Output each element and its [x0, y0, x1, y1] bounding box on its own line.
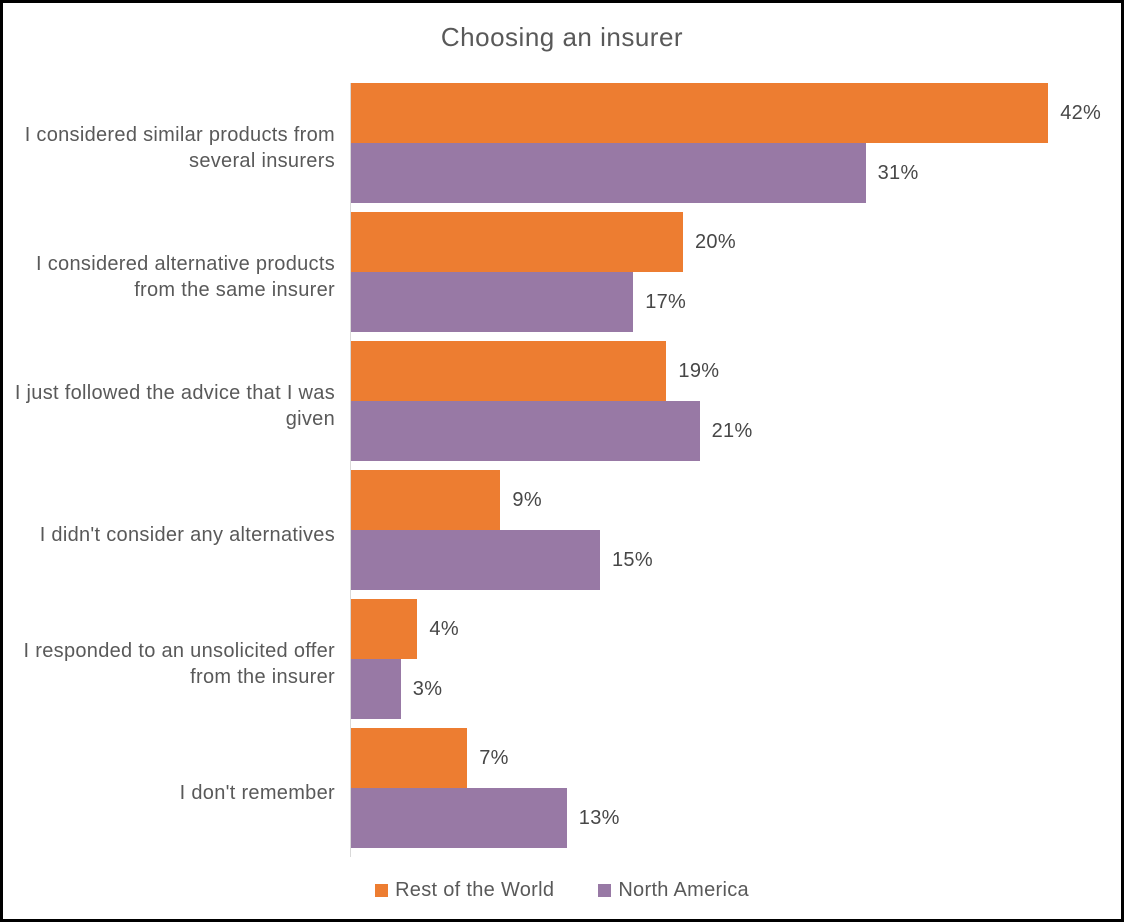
plot-area: I considered similar products from sever…: [3, 83, 1121, 857]
value-label: 21%: [711, 419, 753, 442]
bar-line: 20%: [351, 212, 1121, 272]
bar-line: 7%: [351, 728, 1121, 788]
bar-rest-of-the-world: [351, 341, 667, 401]
bar-line: 4%: [351, 599, 1121, 659]
bar-rest-of-the-world: [351, 728, 468, 788]
bar-north-america: [351, 143, 866, 203]
bar-rest-of-the-world: [351, 212, 683, 272]
value-label: 42%: [1060, 101, 1102, 124]
value-label: 13%: [578, 806, 620, 829]
bar-line: 42%: [351, 83, 1121, 143]
bar-line: 15%: [351, 530, 1121, 590]
bar-north-america: [351, 401, 700, 461]
bar-line: 19%: [351, 341, 1121, 401]
bar-line: 9%: [351, 470, 1121, 530]
value-label: 19%: [678, 359, 720, 382]
legend-label: Rest of the World: [395, 879, 555, 901]
value-label: 4%: [429, 617, 459, 640]
legend-swatch-icon: [375, 884, 389, 897]
chart-row: I considered alternative products from t…: [3, 212, 1121, 341]
bar-line: 31%: [351, 143, 1121, 203]
category-bars-group: 19% 21%: [350, 341, 1121, 470]
bar-north-america: [351, 788, 567, 848]
bar-north-america: [351, 659, 401, 719]
category-label: I responded to an unsolicited offer from…: [23, 639, 335, 688]
value-label: 9%: [512, 488, 542, 511]
legend-item-rest-of-the-world: Rest of the World: [375, 879, 554, 902]
bar-north-america: [351, 530, 600, 590]
value-label: 7%: [479, 746, 509, 769]
chart-row: I just followed the advice that I was gi…: [3, 341, 1121, 470]
value-label: 17%: [645, 290, 687, 313]
bar-line: 21%: [351, 401, 1121, 461]
chart-row: I don't remember 7% 13%: [3, 728, 1121, 857]
bar-line: 13%: [351, 788, 1121, 848]
legend-label: North America: [618, 879, 749, 901]
category-label: I considered alternative products from t…: [36, 252, 335, 301]
bar-rest-of-the-world: [351, 599, 418, 659]
category-label: I just followed the advice that I was gi…: [14, 381, 335, 430]
category-label: I considered similar products from sever…: [24, 123, 335, 172]
bar-line: 17%: [351, 272, 1121, 332]
bar-line: 3%: [351, 659, 1121, 719]
chart-row: I responded to an unsolicited offer from…: [3, 599, 1121, 728]
legend-swatch-icon: [598, 884, 612, 897]
category-bars-group: 20% 17%: [350, 212, 1121, 341]
category-bars-group: 9% 15%: [350, 470, 1121, 599]
value-label: 3%: [412, 677, 443, 700]
legend: Rest of the World North America: [3, 879, 1121, 902]
category-bars-group: 42% 31%: [350, 83, 1121, 212]
chart-title: Choosing an insurer: [440, 22, 684, 52]
bar-rest-of-the-world: [351, 83, 1049, 143]
value-label: 31%: [877, 161, 919, 184]
bar-north-america: [351, 272, 634, 332]
value-label: 20%: [695, 230, 736, 253]
bar-rest-of-the-world: [351, 470, 501, 530]
category-bars-group: 4% 3%: [350, 599, 1121, 728]
chart-row: I considered similar products from sever…: [3, 83, 1121, 212]
value-label: 15%: [612, 548, 653, 571]
category-bars-group: 7% 13%: [350, 728, 1121, 857]
category-label: I didn't consider any alternatives: [39, 523, 335, 546]
chart-row: I didn't consider any alternatives 9% 15%: [3, 470, 1121, 599]
legend-item-north-america: North America: [598, 879, 749, 902]
category-label: I don't remember: [179, 781, 335, 804]
